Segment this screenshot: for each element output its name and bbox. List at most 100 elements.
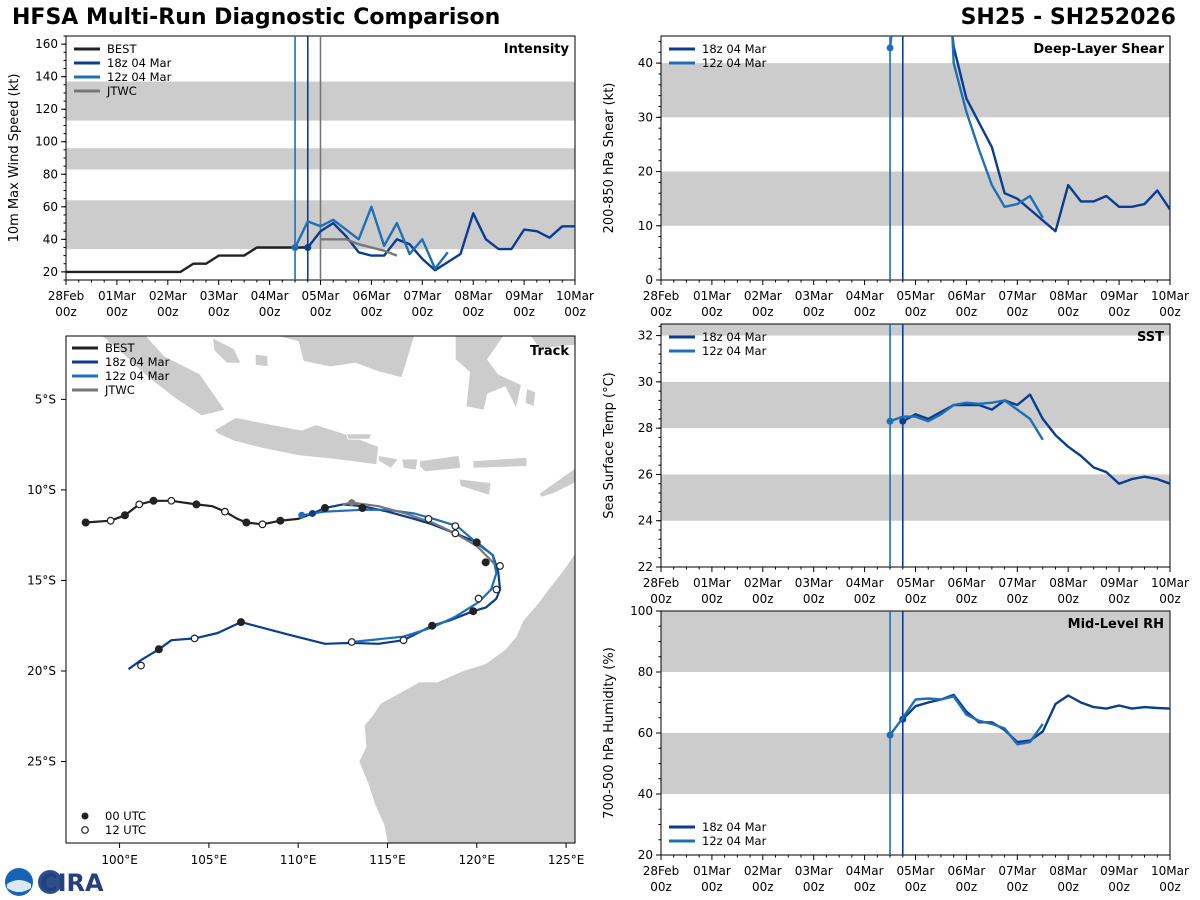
band-1 (661, 381, 1170, 429)
x-tick-date: 04Mar (846, 576, 884, 590)
marker-12utc (492, 585, 501, 594)
y-tick-label: 22 (638, 560, 653, 574)
globe-icon (38, 870, 62, 894)
x-tick-date: 28Feb (643, 576, 680, 590)
marker-00utc (81, 518, 90, 527)
marker-00utc (149, 496, 158, 505)
x-tick-hour: 00z (803, 305, 825, 319)
marker-00utc (469, 607, 478, 616)
y-tick-label: 25°S (27, 755, 56, 769)
marker-12utc (496, 562, 504, 570)
x-tick-label: 120°E (459, 853, 496, 867)
y-tick-label: 20°S (27, 664, 56, 678)
series-line-run12 (888, 36, 1044, 219)
x-tick-hour: 00z (752, 880, 774, 894)
series-start-dot (886, 731, 894, 739)
marker-00utc (276, 516, 285, 525)
jtwc-position-dot (348, 499, 356, 507)
land-sumbawa (419, 455, 462, 473)
marker-12utc (221, 507, 229, 516)
y-tick-label: 100 (630, 604, 653, 618)
marker-12utc (137, 661, 145, 670)
x-tick-hour: 00z (1007, 880, 1029, 894)
series-line-best (66, 246, 308, 274)
series-line-run12 (889, 695, 1044, 746)
marker-00utc (358, 504, 367, 513)
legend-label: 12z 04 Mar (702, 834, 767, 848)
legend-label: JTWC (104, 383, 135, 397)
x-tick-date: 07Mar (998, 576, 1036, 590)
series-start-dot (886, 44, 894, 52)
x-tick-hour: 00z (956, 592, 978, 606)
x-tick-date: 03Mar (795, 576, 833, 590)
x-tick-hour: 00z (106, 305, 128, 319)
x-tick-label: 125°E (548, 853, 585, 867)
x-tick-hour: 00z (905, 880, 927, 894)
x-tick-date: 05Mar (897, 289, 935, 303)
x-tick-hour: 00z (650, 592, 672, 606)
x-tick-hour: 00z (55, 305, 77, 319)
marker-00utc (320, 504, 329, 513)
x-tick-hour: 00z (412, 305, 434, 319)
x-tick-date: 28Feb (643, 864, 680, 878)
y-axis-label: 700-500 hPa Humidity (%) (602, 647, 617, 819)
marker-00utc (481, 558, 490, 567)
marker-00utc (242, 518, 251, 527)
legend-label: 18z 04 Mar (702, 820, 767, 834)
x-tick-date: 06Mar (947, 576, 985, 590)
x-tick-date: 07Mar (998, 864, 1036, 878)
x-tick-date: 10Mar (1151, 864, 1189, 878)
x-tick-hour: 00z (803, 592, 825, 606)
x-tick-date: 01Mar (693, 864, 731, 878)
track-line-run12 (301, 508, 498, 644)
y-tick-label: 100 (35, 135, 58, 149)
legend-label: 18z 04 Mar (105, 355, 170, 369)
legend-label: 12z 04 Mar (107, 70, 172, 84)
y-tick-label: 80 (638, 665, 653, 679)
x-tick-hour: 00z (752, 592, 774, 606)
track-line-best (85, 499, 313, 526)
x-tick-date: 04Mar (846, 864, 884, 878)
series-group (886, 693, 1170, 746)
marker-00utc (237, 618, 246, 627)
y-tick-label: 5°S (35, 392, 56, 406)
y-tick-label: 10 (638, 219, 653, 233)
panel-title: Mid-Level RH (1068, 617, 1164, 632)
land-sumba (458, 478, 492, 496)
y-axis-label: Sea Surface Temp (°C) (602, 372, 617, 519)
x-tick-hour: 00z (650, 880, 672, 894)
y-tick-label: 20 (638, 165, 653, 179)
y-tick-label: 0 (645, 273, 653, 287)
legend-marker-00 (81, 812, 89, 820)
x-tick-date: 05Mar (897, 864, 935, 878)
land-sumatra (66, 336, 226, 417)
y-tick-label: 28 (638, 421, 653, 435)
series-start-dot (899, 417, 907, 425)
legend-label: 18z 04 Mar (702, 42, 767, 56)
x-tick-hour: 00z (803, 880, 825, 894)
panel-title: Intensity (504, 42, 570, 57)
marker-12utc (135, 500, 144, 509)
series-start-dot (304, 243, 312, 251)
x-tick-hour: 00z (259, 305, 281, 319)
x-tick-date: 10Mar (1151, 289, 1189, 303)
series-group (66, 205, 575, 274)
x-tick-date: 07Mar (403, 289, 441, 303)
y-axis-label: 200-850 hPa Shear (kt) (602, 83, 617, 234)
x-tick-hour: 00z (854, 592, 876, 606)
y-tick-label: 40 (43, 232, 58, 246)
x-tick-date: 02Mar (744, 576, 782, 590)
x-tick-hour: 00z (1057, 880, 1079, 894)
marker-00utc (154, 645, 163, 654)
land-east-islands (529, 336, 575, 350)
legend-marker-12 (81, 826, 89, 834)
marker-12utc (167, 496, 176, 505)
marker-12utc (399, 636, 408, 645)
band-1 (661, 611, 1170, 672)
x-tick-hour: 00z (361, 305, 383, 319)
legend-label: BEST (107, 42, 137, 56)
